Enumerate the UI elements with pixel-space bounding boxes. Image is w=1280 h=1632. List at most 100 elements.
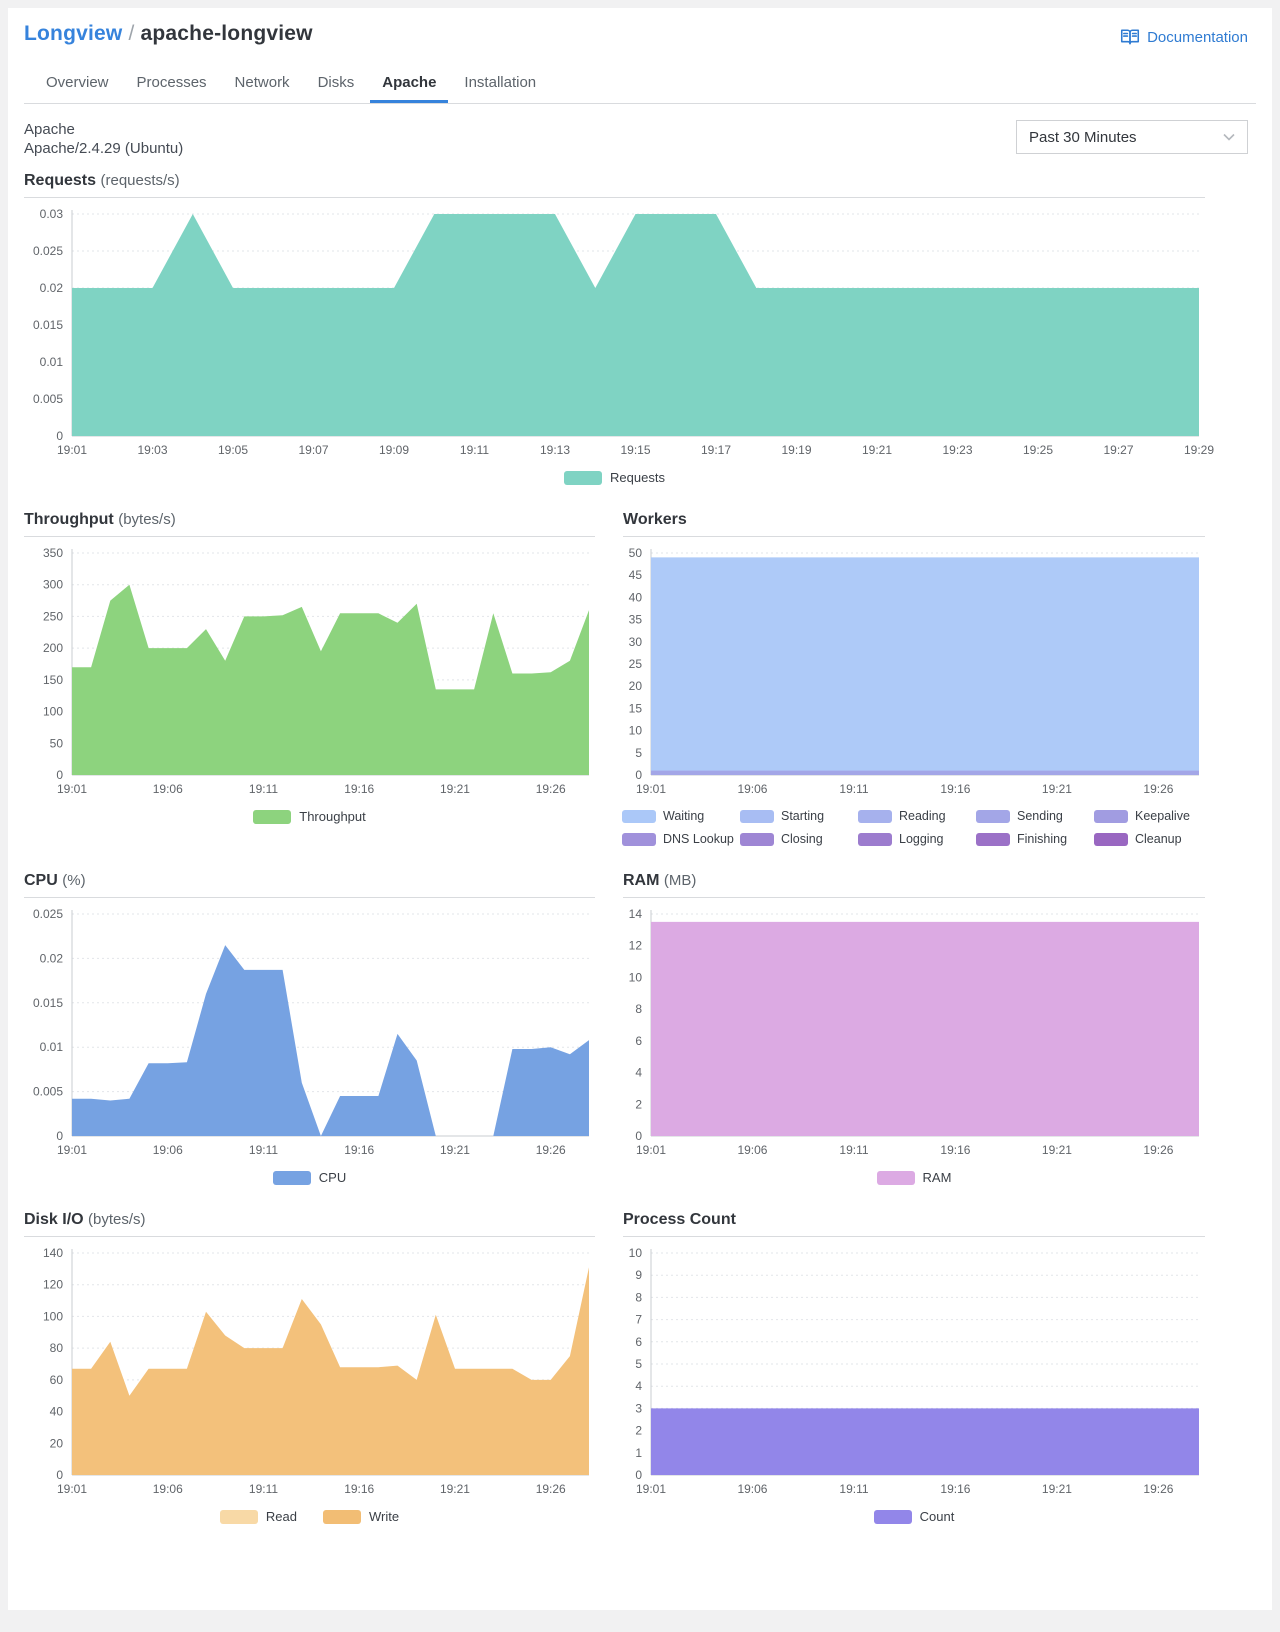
svg-text:19:05: 19:05 xyxy=(218,443,248,457)
legend-item-read[interactable]: Read xyxy=(219,1509,297,1525)
svg-text:19:06: 19:06 xyxy=(737,1143,767,1157)
svg-text:19:21: 19:21 xyxy=(440,1143,470,1157)
legend-item-closing[interactable]: Closing xyxy=(740,832,852,846)
legend-item-reading[interactable]: Reading xyxy=(858,809,970,823)
legend-swatch xyxy=(873,1509,912,1524)
svg-text:0: 0 xyxy=(56,429,63,443)
svg-text:19:06: 19:06 xyxy=(737,782,767,796)
chart-title-workers: Workers xyxy=(623,511,1205,538)
svg-text:5: 5 xyxy=(635,746,642,760)
requests-legend: Requests xyxy=(24,470,1205,485)
legend-item-dns-lookup[interactable]: DNS Lookup xyxy=(622,832,734,846)
ram-chart: 0 2 4 6 8 10 12 14 19:01 19:06 19:11 19:16 19:21 19:2… xyxy=(623,906,1205,1162)
tab-installation[interactable]: Installation xyxy=(464,74,537,91)
svg-text:19:26: 19:26 xyxy=(536,1143,566,1157)
legend-item-write[interactable]: Write xyxy=(322,1509,400,1525)
time-range-select[interactable]: Past 30 Minutes xyxy=(1016,120,1248,154)
cpu-legend: CPU xyxy=(24,1170,595,1185)
legend-swatch xyxy=(976,832,1010,846)
svg-text:100: 100 xyxy=(43,1310,63,1324)
tab-bar: Overview Processes Network Disks Apache … xyxy=(24,64,1256,104)
svg-text:60: 60 xyxy=(50,1373,64,1387)
chart-title-text: RAM xyxy=(623,872,660,890)
svg-text:0: 0 xyxy=(635,768,642,782)
svg-text:19:11: 19:11 xyxy=(249,1482,278,1496)
svg-text:200: 200 xyxy=(43,642,63,656)
legend-item-logging[interactable]: Logging xyxy=(858,832,970,846)
tab-overview[interactable]: Overview xyxy=(46,74,109,91)
chart-title-unit: (bytes/s) xyxy=(88,1211,146,1229)
chart-title-throughput: Throughput (bytes/s) xyxy=(24,511,595,538)
svg-text:19:23: 19:23 xyxy=(942,443,972,457)
tab-network[interactable]: Network xyxy=(234,74,290,91)
legend-swatch xyxy=(322,1509,361,1524)
tab-disks[interactable]: Disks xyxy=(317,74,355,91)
chart-title-ram: RAM (MB) xyxy=(623,872,1205,899)
chart-panel-ram: RAM (MB) 0 2 4 6 8 10 12 14 19:01 19:06 19:11 19:16… xyxy=(623,872,1205,1185)
svg-text:19:11: 19:11 xyxy=(839,1482,868,1496)
legend-item-requests[interactable]: Requests xyxy=(564,470,665,485)
legend-item-cleanup[interactable]: Cleanup xyxy=(1094,832,1206,846)
legend-item-sending[interactable]: Sending xyxy=(976,809,1088,823)
svg-text:19:17: 19:17 xyxy=(701,443,731,457)
chart-title-text: Throughput xyxy=(24,511,114,529)
svg-text:19:21: 19:21 xyxy=(440,1482,470,1496)
breadcrumb-separator: / xyxy=(128,22,135,45)
legend-item-waiting[interactable]: Waiting xyxy=(622,809,734,823)
legend-label: DNS Lookup xyxy=(663,832,734,847)
svg-text:19:01: 19:01 xyxy=(57,782,87,796)
legend-label: Logging xyxy=(899,832,944,847)
svg-text:0: 0 xyxy=(56,768,63,782)
requests-area-chart-svg: 0 0.005 0.01 0.015 0.02 0.025 0.03 19:01 19:03 19… xyxy=(33,207,1214,457)
disk-io-area-chart-svg: 0 20 40 60 80 100 120 140 19:01 19:06 19:11 19:16 19… xyxy=(43,1246,589,1496)
svg-text:19:15: 19:15 xyxy=(620,443,650,457)
svg-text:140: 140 xyxy=(43,1246,63,1260)
svg-text:19:21: 19:21 xyxy=(862,443,892,457)
chart-title-unit: (requests/s) xyxy=(100,172,180,190)
legend-swatch xyxy=(219,1509,258,1524)
svg-text:19:21: 19:21 xyxy=(1042,1482,1072,1496)
legend-item-throughput[interactable]: Throughput xyxy=(253,809,366,824)
section-title: Apache xyxy=(24,121,75,138)
svg-text:19:11: 19:11 xyxy=(249,1143,278,1157)
svg-text:4: 4 xyxy=(635,1380,642,1394)
legend-label: Write xyxy=(368,1509,400,1525)
legend-item-starting[interactable]: Starting xyxy=(740,809,852,823)
legend-item-cpu[interactable]: CPU xyxy=(272,1170,346,1185)
legend-label: Throughput xyxy=(299,809,366,825)
svg-text:350: 350 xyxy=(43,546,63,560)
tab-apache[interactable]: Apache xyxy=(370,64,449,103)
svg-text:2: 2 xyxy=(635,1098,642,1112)
chevron-down-icon xyxy=(1223,133,1235,141)
tab-processes[interactable]: Processes xyxy=(136,74,207,91)
svg-text:19:26: 19:26 xyxy=(1143,1143,1173,1157)
legend-swatch xyxy=(858,832,892,846)
svg-text:12: 12 xyxy=(629,939,643,953)
svg-text:35: 35 xyxy=(629,613,643,627)
chart-panel-throughput: Throughput (bytes/s) 0 50 100 150 200 250 300 3… xyxy=(24,511,595,824)
documentation-link[interactable]: Documentation xyxy=(1119,26,1248,48)
breadcrumb: Longview / apache-longview xyxy=(24,22,313,46)
longview-detail-page: Longview / apache-longview Documentation O… xyxy=(8,8,1272,1610)
legend-label: Starting xyxy=(781,809,825,824)
chart-panel-cpu: CPU (%) 0 0.005 0.01 0.015 0.02 0.025 19:01 19:… xyxy=(24,872,595,1185)
disk-io-legend: Read Write xyxy=(24,1509,595,1524)
svg-text:30: 30 xyxy=(629,635,643,649)
breadcrumb-longview-link[interactable]: Longview xyxy=(24,22,123,45)
svg-text:20: 20 xyxy=(629,680,643,694)
svg-text:19:11: 19:11 xyxy=(460,443,489,457)
svg-text:19:11: 19:11 xyxy=(839,1143,868,1157)
svg-text:19:16: 19:16 xyxy=(940,782,970,796)
legend-label: Reading xyxy=(899,809,946,824)
svg-text:0.025: 0.025 xyxy=(33,907,63,921)
legend-item-finishing[interactable]: Finishing xyxy=(976,832,1088,846)
legend-label: Read xyxy=(265,1509,297,1525)
chart-title-requests: Requests (requests/s) xyxy=(24,172,1205,199)
legend-item-count[interactable]: Count xyxy=(873,1509,954,1524)
svg-text:9: 9 xyxy=(635,1269,642,1283)
legend-item-keepalive[interactable]: Keepalive xyxy=(1094,809,1206,823)
legend-item-ram[interactable]: RAM xyxy=(876,1170,951,1185)
svg-text:19:16: 19:16 xyxy=(344,1143,374,1157)
chart-title-text: Disk I/O xyxy=(24,1211,84,1229)
svg-text:100: 100 xyxy=(43,705,63,719)
